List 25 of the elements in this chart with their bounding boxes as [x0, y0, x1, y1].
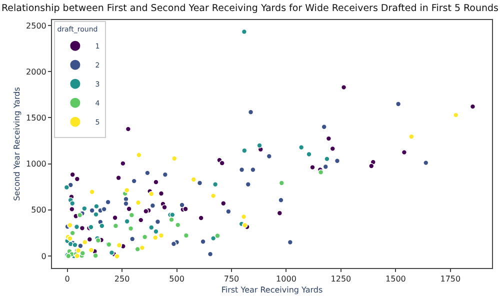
point: [179, 202, 185, 208]
y-tick-label: 500: [31, 206, 46, 215]
y-tick-label: 1500: [26, 114, 46, 123]
y-tick-label: 2500: [26, 21, 46, 30]
point: [219, 160, 225, 166]
x-tick-label: 0: [64, 274, 70, 284]
point: [153, 228, 159, 234]
x-tick-label: 1750: [440, 274, 461, 284]
point: [256, 142, 262, 148]
x-tick-label: 500: [169, 274, 184, 284]
chart-title: Relationship between First and Second Year Receiving Yards for Wide Receivers Drafted in First 5 Rounds: [1, 3, 499, 14]
y-axis-title: Second Year Receiving Yards: [12, 87, 22, 201]
y-tick-label: 2000: [26, 67, 46, 76]
point: [182, 206, 188, 212]
x-axis-title: First Year Receiving Yards: [221, 286, 323, 295]
x-tick-label: 250: [114, 274, 130, 284]
point: [242, 222, 248, 228]
y-tick-label: 0: [41, 252, 46, 261]
y-tick-label: 1000: [26, 160, 46, 169]
point: [76, 212, 83, 218]
x-tick-label: 1250: [330, 274, 352, 284]
x-tick-label: 750: [224, 274, 240, 284]
point: [67, 222, 73, 228]
x-tick-label: 1500: [386, 274, 406, 284]
x-tick-label: 1000: [276, 274, 296, 284]
